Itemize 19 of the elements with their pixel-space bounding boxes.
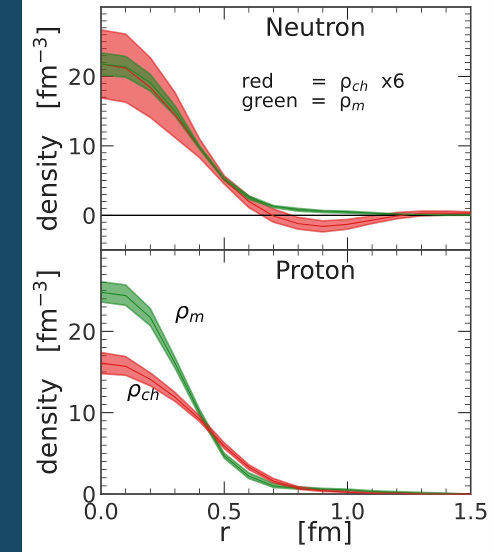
x-tick-label: 1.0 bbox=[332, 502, 364, 520]
y-axis-title: density [fm$^{−3}$] bbox=[32, 271, 62, 474]
y-tick-label: 0 bbox=[83, 486, 95, 503]
x-tick-label: 0.0 bbox=[84, 502, 118, 520]
annotation: Proton bbox=[278, 260, 354, 280]
x-tick-label: 1.5 bbox=[455, 503, 486, 520]
annotation: red = ρ$_{ch}$ x6 bbox=[243, 72, 404, 92]
y-axis-title: density [fm$^{−3}$] bbox=[32, 28, 62, 230]
x-tick-label: 0.5 bbox=[208, 502, 240, 520]
y-tick-label: 0 bbox=[83, 207, 95, 224]
y-tick-label: 20 bbox=[69, 68, 95, 86]
y-tick-label: 20 bbox=[69, 323, 95, 340]
series-label: ρ$_{ch}$ bbox=[127, 384, 159, 402]
series-label: ρ$_{m}$ bbox=[175, 306, 204, 323]
annotation: Neutron bbox=[268, 18, 364, 36]
y-tick-label: 10 bbox=[70, 138, 95, 155]
annotation: green = ρ$_{m}$ bbox=[242, 96, 364, 112]
x-axis-title: r [fm] bbox=[221, 521, 350, 545]
y-tick-label: 10 bbox=[70, 404, 95, 422]
